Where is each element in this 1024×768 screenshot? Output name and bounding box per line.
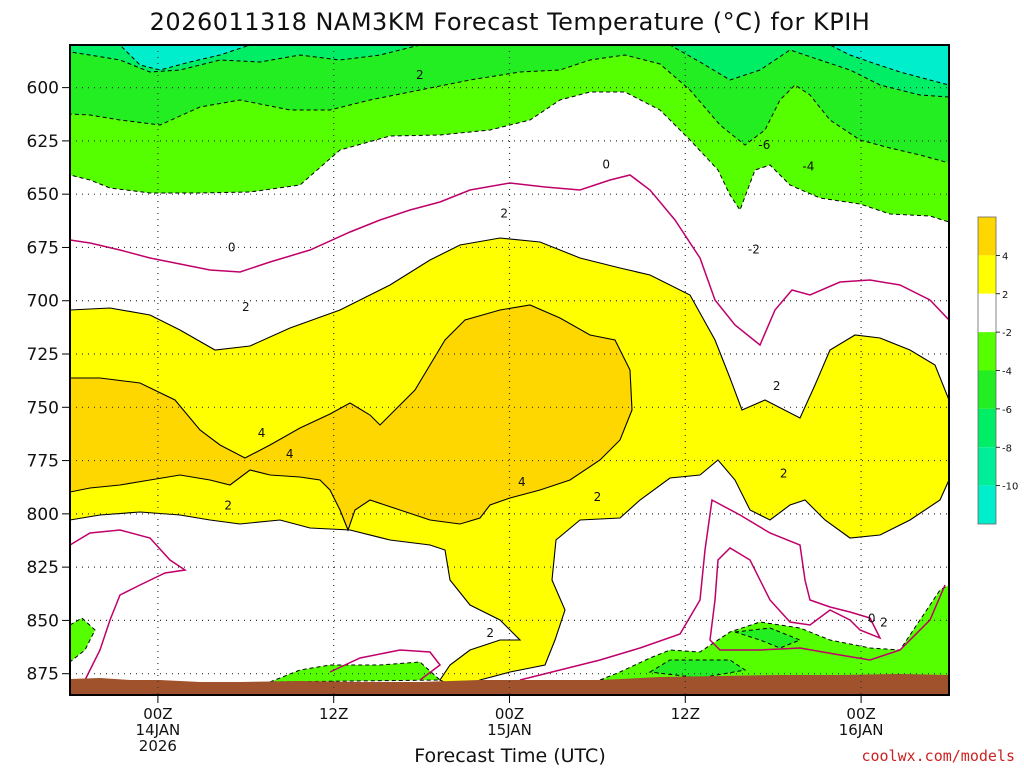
- contour-label: 2: [486, 626, 494, 640]
- credit-text: coolwx.com/models: [861, 747, 1015, 765]
- y-tick-label: 600: [27, 79, 59, 99]
- x-tick-label: 12Z: [671, 705, 700, 723]
- colorbar-label: -2: [1002, 328, 1012, 339]
- x-axis-title: Forecast Time (UTC): [414, 745, 605, 767]
- y-tick-label: 750: [27, 398, 59, 418]
- y-tick-label: 700: [27, 292, 59, 312]
- colorbar-bin: [978, 255, 996, 294]
- contour-label: 2: [416, 68, 424, 82]
- y-tick-label: 675: [27, 238, 59, 258]
- colorbar: 4 2 -2 -4 -6 -8 -10: [977, 216, 1018, 525]
- contour-label: 0: [602, 157, 610, 171]
- cold-region-upper-4: [119, 45, 949, 86]
- colorbar-bin: [978, 485, 996, 524]
- contour-label: 4: [258, 426, 266, 440]
- x-tick-label: 2026: [139, 737, 177, 755]
- x-tick-label: 14JAN: [136, 721, 181, 739]
- cold-region-lower-mid: [269, 661, 442, 683]
- cold-region-upper-3: [70, 45, 949, 98]
- contour-label: 4: [518, 475, 526, 489]
- x-tick-label: 16JAN: [839, 721, 884, 739]
- y-axis: 600 625 650 675 700 725 750 775 800 825 850 875: [27, 79, 70, 685]
- contour-label: 0: [868, 611, 876, 625]
- y-tick-label: 850: [27, 611, 59, 631]
- zero-degree-line: [70, 174, 949, 347]
- colorbar-label: 4: [1002, 251, 1008, 262]
- grid: [70, 45, 949, 695]
- colorbar-label: -8: [1002, 443, 1012, 454]
- contour-label: 2: [594, 490, 602, 504]
- colorbar-label: -10: [1002, 482, 1018, 493]
- y-tick-label: 650: [27, 185, 59, 205]
- contour-label: 2: [780, 466, 788, 480]
- contour-label: 4: [286, 447, 294, 461]
- contour-label: 0: [228, 240, 236, 254]
- colorbar-bin: [978, 332, 996, 371]
- y-tick-label: 825: [27, 558, 59, 578]
- y-tick-label: 775: [27, 452, 59, 472]
- contour-label: 2: [224, 498, 232, 512]
- colorbar-bin: [978, 408, 996, 448]
- colorbar-bin: [978, 370, 996, 409]
- cold-region-lower-left: [70, 617, 96, 663]
- colorbar-bin: [978, 447, 996, 486]
- contour-label: 2: [773, 379, 781, 393]
- x-tick-label: 15JAN: [487, 721, 532, 739]
- contour-label: 2: [880, 616, 888, 630]
- x-tick-label: 00Z: [846, 705, 875, 723]
- contour-label: 2: [242, 300, 250, 314]
- zero-degree-line-lower: [70, 498, 946, 681]
- warm-core-region: [70, 304, 633, 532]
- x-tick-label: 12Z: [319, 705, 348, 723]
- contour-label: 2: [500, 206, 508, 220]
- contour-label: -2: [748, 243, 760, 257]
- y-tick-label: 625: [27, 132, 59, 152]
- chart-title: 2026011318 NAM3KM Forecast Temperature (…: [150, 8, 871, 36]
- y-tick-label: 800: [27, 505, 59, 525]
- ground-surface: [70, 674, 949, 695]
- colorbar-bin: [978, 217, 996, 256]
- colorbar-label: -4: [1002, 367, 1012, 378]
- y-tick-label: 725: [27, 345, 59, 365]
- y-tick-label: 875: [27, 665, 59, 685]
- x-tick-label: 00Z: [495, 705, 524, 723]
- contour-label: -6: [758, 138, 770, 152]
- contour-label: -4: [802, 159, 814, 173]
- x-tick-label: 00Z: [143, 705, 172, 723]
- colorbar-label: -6: [1002, 405, 1012, 416]
- colorbar-bin: [978, 293, 996, 333]
- colorbar-label: 2: [1002, 290, 1008, 301]
